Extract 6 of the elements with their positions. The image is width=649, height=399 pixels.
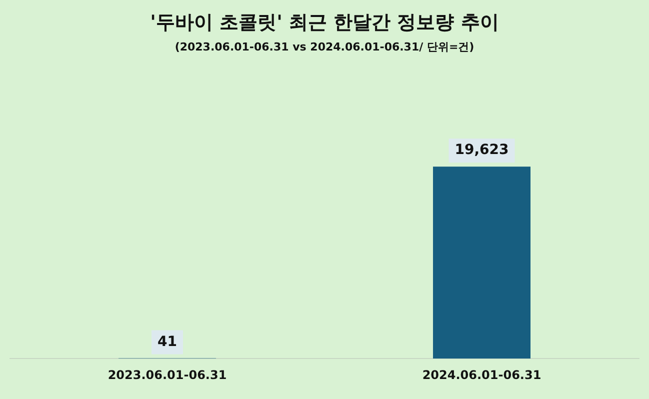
chart-title: '두바이 초콜릿' 최근 한달간 정보량 추이 xyxy=(150,11,499,34)
chart-subtitle: (2023.06.01-06.31 vs 2024.06.01-06.31/ 단위=건) xyxy=(174,40,474,54)
x-tick-label: 2024.06.01-06.31 xyxy=(422,368,542,382)
data-label: 19,623 xyxy=(454,142,509,158)
x-tick-label: 2023.06.01-06.31 xyxy=(108,368,227,382)
data-label: 41 xyxy=(158,334,177,350)
